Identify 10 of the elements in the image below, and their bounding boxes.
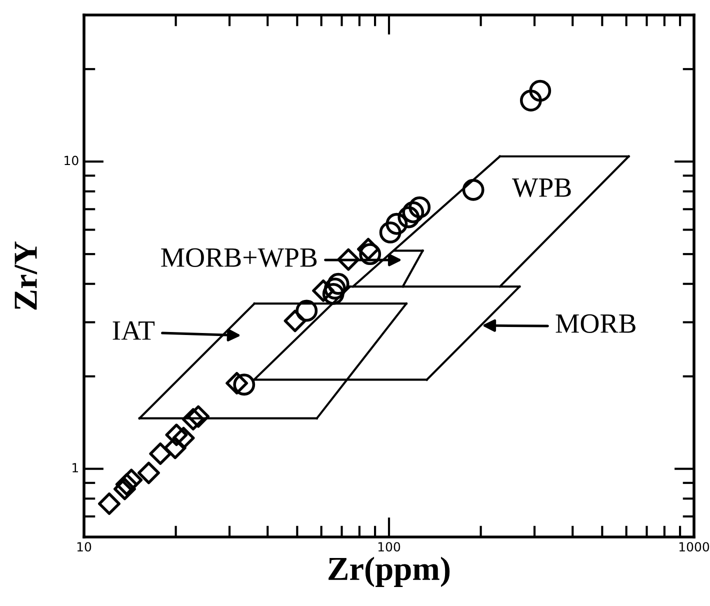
annotation: MORB [556,314,636,333]
x-tick-label: 10 [77,542,92,552]
y-tick-label: 1 [72,463,78,472]
x-tick-label: 1000 [679,542,710,552]
annotation: MORB+WPB [161,248,317,268]
annotation: WPB [512,178,571,198]
y-axis-title: Zr/Y [14,241,38,310]
annotation: IAT [112,321,155,340]
x-axis-title: Zr(ppm) [328,556,450,587]
x-tick-label: 100 [378,542,400,552]
